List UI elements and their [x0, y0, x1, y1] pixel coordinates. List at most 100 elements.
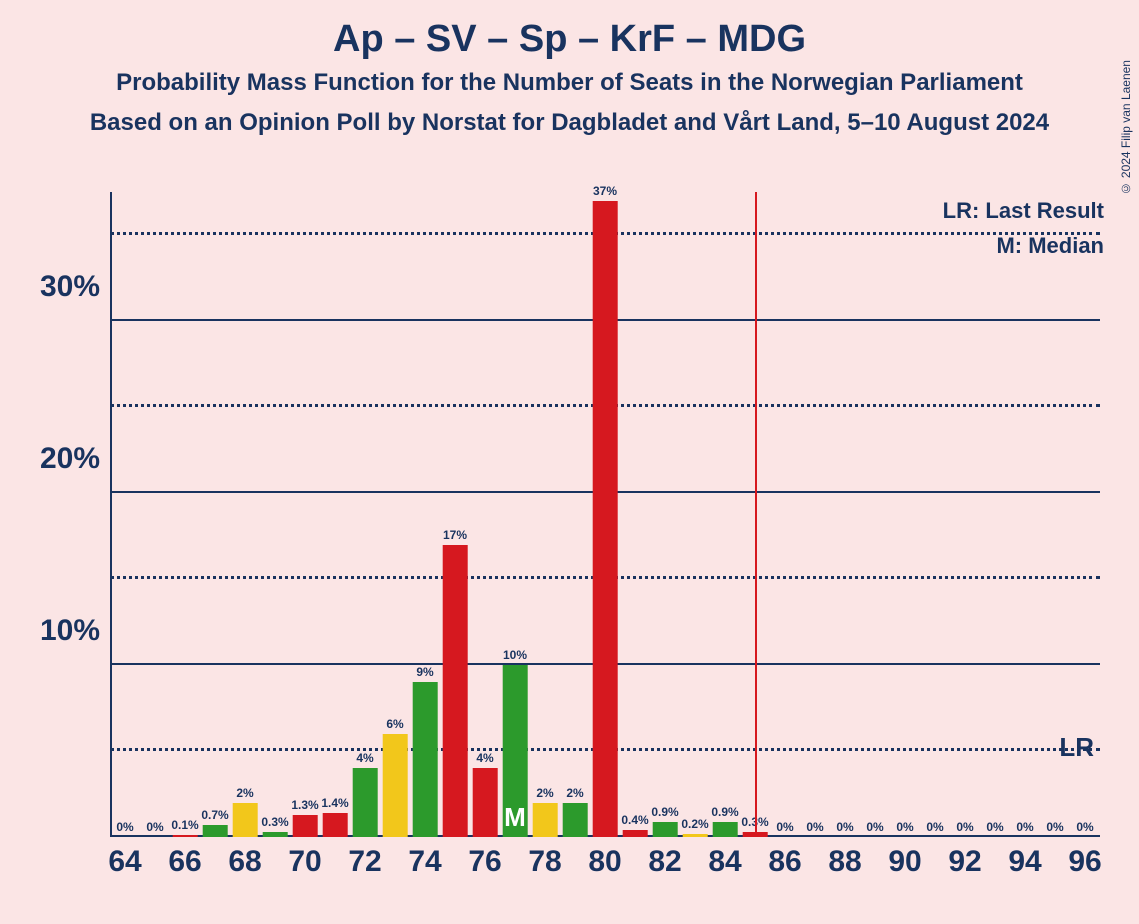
bar [233, 803, 258, 837]
bar-slot: 37% [590, 192, 620, 837]
bar [563, 803, 588, 837]
bar-slot: 0.9% [650, 192, 680, 837]
bar-value-label: 0% [866, 820, 883, 834]
bar-slot: 0% [830, 192, 860, 837]
bar-value-label: 6% [386, 717, 403, 731]
bar-value-label: 0.2% [681, 817, 708, 831]
copyright-text: © 2024 Filip van Laenen [1119, 60, 1133, 195]
bar-value-label: 0% [836, 820, 853, 834]
chart-subtitle-1: Probability Mass Function for the Number… [0, 61, 1139, 97]
x-axis-label: 68 [228, 845, 261, 879]
bar-value-label: 1.3% [291, 798, 318, 812]
bar [293, 815, 318, 837]
bar-value-label: 37% [593, 184, 617, 198]
bar-value-label: 4% [356, 751, 373, 765]
bar [413, 682, 438, 837]
bar-value-label: 2% [236, 786, 253, 800]
bar-slot: 0% [980, 192, 1010, 837]
bars-container: 0% 0% 0.1%0.7% 2% 0.3%1.3%1.4% 4% 6% 9% 17% 4% 10%… [110, 192, 1100, 837]
plot-area: 0% 0% 0.1%0.7% 2% 0.3%1.3%1.4% 4% 6% 9% 17% 4% 10%… [110, 192, 1100, 837]
x-axis-label: 82 [648, 845, 681, 879]
bar-value-label: 0% [1016, 820, 1033, 834]
x-axis-label: 64 [108, 845, 141, 879]
bar-slot: 1.4% [320, 192, 350, 837]
bar-slot: 0% [860, 192, 890, 837]
bar [323, 813, 348, 837]
y-axis-label: 30% [40, 270, 100, 304]
bar-slot: 0.2% [680, 192, 710, 837]
bar-value-label: 0.9% [651, 805, 678, 819]
bar-slot: 0.1% [170, 192, 200, 837]
x-axis-label: 90 [888, 845, 921, 879]
x-axis-label: 92 [948, 845, 981, 879]
bar-value-label: 0.1% [171, 818, 198, 832]
bar-value-label: 0.4% [621, 813, 648, 827]
bar [713, 822, 738, 837]
bar-slot: 0% [110, 192, 140, 837]
x-axis-label: 86 [768, 845, 801, 879]
x-axis-label: 84 [708, 845, 741, 879]
bar-value-label: 0% [956, 820, 973, 834]
bar-slot: 0% [890, 192, 920, 837]
bar-slot: 17% [440, 192, 470, 837]
bar-slot: 2% [230, 192, 260, 837]
y-axis-label: 10% [40, 614, 100, 648]
bar-value-label: 0% [776, 820, 793, 834]
bar-slot: 0.7% [200, 192, 230, 837]
bar-slot: 0% [800, 192, 830, 837]
bar-value-label: 2% [566, 786, 583, 800]
x-axis-label: 96 [1068, 845, 1101, 879]
x-axis-label: 76 [468, 845, 501, 879]
bar-slot: 4% [350, 192, 380, 837]
x-axis-label: 70 [288, 845, 321, 879]
bar-value-label: 0% [806, 820, 823, 834]
x-axis-label: 66 [168, 845, 201, 879]
bar-value-label: 0% [986, 820, 1003, 834]
bar [473, 768, 498, 837]
bar-value-label: 4% [476, 751, 493, 765]
bar [653, 822, 678, 837]
bar [533, 803, 558, 837]
bar-value-label: 0% [146, 820, 163, 834]
bar-slot: 4% [470, 192, 500, 837]
bar-value-label: 0% [1076, 820, 1093, 834]
bar-value-label: 10% [503, 648, 527, 662]
x-axis-label: 94 [1008, 845, 1041, 879]
bar-slot: 0% [1010, 192, 1040, 837]
bar-slot: 9% [410, 192, 440, 837]
bar-slot: 2% [530, 192, 560, 837]
bar [593, 201, 618, 837]
bar-value-label: 9% [416, 665, 433, 679]
bar-slot: 0% [770, 192, 800, 837]
last-result-label: LR [1059, 732, 1094, 763]
bar-value-label: 0.3% [261, 815, 288, 829]
bar-value-label: 0% [1046, 820, 1063, 834]
bar [383, 734, 408, 837]
bar [503, 665, 528, 837]
bar [203, 825, 228, 837]
bar-slot: 0% [140, 192, 170, 837]
chart-title: Ap – SV – Sp – KrF – MDG [0, 0, 1139, 61]
bar-slot: 10%M [500, 192, 530, 837]
x-axis-label: 78 [528, 845, 561, 879]
bar-value-label: 17% [443, 528, 467, 542]
bar-slot: 1.3% [290, 192, 320, 837]
bar-slot: 6% [380, 192, 410, 837]
last-result-line [755, 192, 757, 837]
chart-subtitle-2: Based on an Opinion Poll by Norstat for … [0, 97, 1139, 137]
x-axis-label: 72 [348, 845, 381, 879]
bar-value-label: 0.7% [201, 808, 228, 822]
bar-slot: 0.3% [260, 192, 290, 837]
bar-slot: 0.9% [710, 192, 740, 837]
x-axis-label: 88 [828, 845, 861, 879]
bar-slot: 2% [560, 192, 590, 837]
bar [353, 768, 378, 837]
bar-value-label: 0.9% [711, 805, 738, 819]
bar-value-label: 0% [896, 820, 913, 834]
x-axis-label: 80 [588, 845, 621, 879]
y-axis-label: 20% [40, 442, 100, 476]
bar-slot: 0% [950, 192, 980, 837]
bar-value-label: 0% [926, 820, 943, 834]
bar-value-label: 0% [116, 820, 133, 834]
x-axis-label: 74 [408, 845, 441, 879]
